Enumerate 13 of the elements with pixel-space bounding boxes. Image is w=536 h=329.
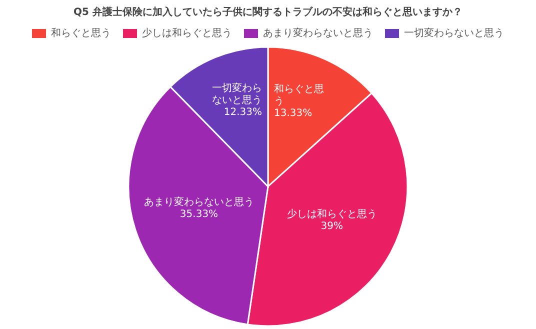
slice-label: あまり変わらないと思う <box>143 196 255 209</box>
data-label: 35.33% <box>178 208 220 221</box>
slice-label: 一切変わらないと思う <box>211 83 262 108</box>
legend-label: 少しは和らぐと思う <box>142 26 232 40</box>
legend-label: あまり変わらないと思う <box>263 26 373 40</box>
data-label: 13.33% <box>274 108 314 120</box>
chart-title: Q5 弁護士保険に加入していたら子供に関するトラブルの不安は和らぐと思いますか？ <box>72 5 464 19</box>
data-label: 12.33% <box>222 107 262 120</box>
data-label: 39% <box>320 220 344 233</box>
legend-label: 一切変わらないと思う <box>404 26 504 40</box>
slice-label: 和らぐと思う <box>274 84 325 108</box>
legend-label: 和らぐと思う <box>51 26 111 40</box>
slice-label: 少しは和らぐと思う <box>286 208 378 221</box>
